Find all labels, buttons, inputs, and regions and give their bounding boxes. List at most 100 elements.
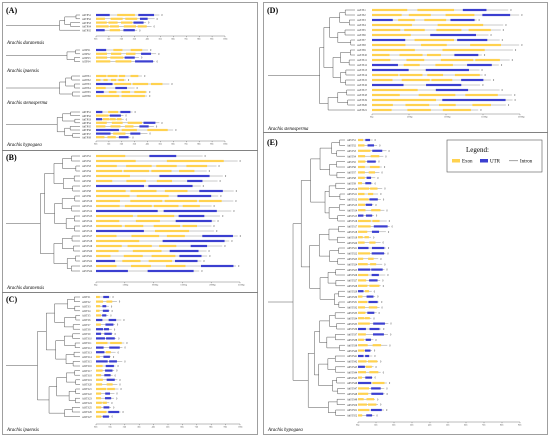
e-utr (365, 182, 372, 185)
d-exon (438, 103, 456, 107)
a2-gene-end-marker: 0 (157, 61, 159, 64)
species-a1: Arachis duranensis (6, 41, 44, 46)
c-exon (96, 387, 107, 391)
d-utr (372, 38, 406, 42)
c-utr (105, 397, 112, 400)
e-gene-label: AhSTS19 (347, 236, 358, 239)
d-exon (427, 73, 444, 77)
d-utr (372, 18, 393, 22)
a4-gene-end-marker: 0 (156, 126, 158, 129)
e-gene-label: AhSTS52 (347, 415, 358, 418)
b-exon (156, 179, 173, 183)
b-gene-label: AdSTS23 (82, 265, 93, 268)
c-gene-end-marker: 0 (111, 402, 113, 405)
e-utr (358, 327, 366, 331)
c-tick-label: 0kb (94, 427, 98, 429)
e-exon (371, 209, 381, 212)
a4-exon (110, 125, 121, 128)
e-gene-label: AhSTS43 (347, 366, 358, 369)
c-exon (96, 415, 102, 418)
e-gene-end-marker: 0 (389, 344, 391, 347)
a1-gene-end-marker: 0 (161, 14, 163, 17)
b-exon (96, 254, 111, 258)
e-utr (371, 268, 383, 271)
b-utr (96, 184, 144, 188)
e-exon (358, 230, 368, 233)
d-utr (462, 8, 487, 12)
d-exon (442, 48, 485, 52)
e-gene-label: AhSTS28 (347, 285, 358, 288)
d-exon (468, 28, 491, 32)
d-utr (372, 63, 398, 67)
b-gene-label: AdSTS21 (82, 255, 93, 258)
d-gene-end-marker: 0 (508, 104, 510, 107)
b-exon (96, 244, 122, 248)
b-exon (96, 214, 133, 218)
e-exon (358, 387, 369, 390)
e-exon (364, 290, 369, 293)
d-exon (372, 98, 437, 102)
c-utr (105, 369, 113, 372)
c-exon (96, 374, 102, 377)
b-tick-label: 1500bp (180, 285, 187, 287)
a3-exon (108, 90, 117, 94)
d-tick-label: 1500bp (481, 117, 488, 119)
d-exon (372, 88, 418, 92)
d-exon (398, 18, 415, 22)
a4-utr (139, 125, 149, 128)
e-utr (366, 414, 373, 417)
c-utr (104, 374, 111, 377)
b-utr (162, 239, 225, 243)
d-gene-label: AsSTS18 (357, 94, 368, 97)
d-gene-end-marker: 0 (503, 29, 505, 32)
a3-exon (96, 78, 101, 82)
e-gene-end-marker: 0 (380, 361, 382, 364)
a4-tick-label: 7kb (184, 144, 188, 146)
d-gene-end-marker: 0 (501, 64, 503, 67)
e-gene-label: AhSTS30 (347, 296, 358, 299)
a4-exon (96, 136, 105, 139)
e-utr (365, 338, 371, 341)
e-gene-label: AhSTS22 (347, 253, 358, 256)
e-exon (364, 236, 369, 239)
d-gene-label: AsSTS4 (357, 24, 366, 27)
b-exon (96, 159, 136, 163)
a4-utr (96, 110, 103, 114)
a4-tick-label: 8kb (197, 144, 201, 146)
e-gene-end-marker: 0 (381, 301, 383, 304)
e-exon (358, 279, 367, 282)
c-gene-label: AiSTS2 (82, 301, 91, 304)
a4-exon (121, 128, 137, 132)
panel-a-border (2, 2, 258, 151)
a1-gene-end-marker: 0 (157, 18, 159, 21)
b-gene-label: AdSTS4 (82, 170, 92, 173)
b-exon (96, 219, 120, 223)
b-gene-end-marker: 0 (209, 255, 211, 258)
c-exon (96, 305, 101, 308)
e-utr (373, 322, 385, 325)
b-exon (96, 179, 113, 183)
a3-gene-end-marker: 0 (149, 91, 151, 94)
e-utr (365, 138, 371, 142)
e-gene-end-marker: 0 (387, 393, 389, 396)
a3-gene-label: AsTPS6 (82, 95, 91, 98)
d-utr (372, 83, 404, 87)
b-gene-end-marker: 0 (213, 225, 215, 228)
a1-tick-label: 9kb (210, 39, 214, 41)
a1-gene-end-marker: 0 (139, 29, 141, 32)
e-tick-label: 9kb (518, 425, 522, 427)
e-utr (358, 354, 364, 358)
d-gene-end-marker: 0 (514, 94, 516, 97)
e-gene-end-marker: 0 (375, 377, 377, 380)
d-gene-label: AsSTS5 (357, 29, 366, 32)
b-exon (96, 199, 120, 203)
a1-exon (109, 29, 121, 32)
species-e: Arachis hypogaea (267, 428, 303, 433)
a1-exon (109, 25, 119, 28)
d-tick-label: 1000bp (444, 117, 451, 119)
a4-exon (124, 125, 134, 128)
e-exon (358, 219, 371, 223)
species-a4: Arachis hypogaea (6, 143, 42, 148)
e-gene-end-marker: 0 (389, 220, 391, 223)
e-gene-label: AhSTS23 (347, 258, 358, 261)
